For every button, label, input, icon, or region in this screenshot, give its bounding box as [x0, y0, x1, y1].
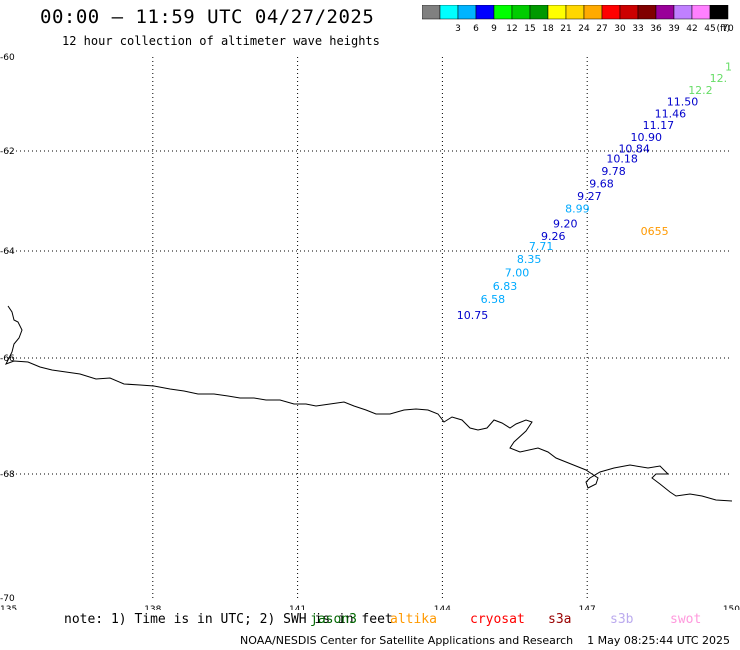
swh-value-label: 8.99 — [565, 203, 590, 216]
colorbar-tick-label: 39 — [668, 24, 680, 34]
satellite-legend-swot: swot — [670, 612, 702, 627]
colorbar-tick-label: 45 — [704, 24, 715, 34]
swh-value-label: 12. — [710, 72, 728, 85]
colorbar-tick-label: 18 — [542, 24, 554, 34]
latitude-tick-labels: -60 -62 -64 -66 -68 -70 — [0, 53, 15, 604]
colorbar-tick-label: 24 — [578, 24, 590, 34]
colorbar-tick-label: 3 — [455, 24, 461, 34]
note-text: note: 1) Time is in UTC; 2) SWH is in fe… — [64, 612, 393, 627]
colorbar-tick-label: 6 — [473, 24, 479, 34]
wave-height-colorbar: 3 6 9 12 15 18 21 24 27 30 33 36 39 42 45 70(ft) — [422, 5, 734, 34]
swh-label-group: 112.12.211.5011.4611.1710.9010.8410.189.… — [457, 60, 732, 322]
longitude-tick-label: 150 — [723, 605, 740, 610]
colorbar-tick-label: 12 — [506, 24, 517, 34]
latitude-tick-label: -70 — [0, 594, 15, 604]
map-subtitle: 12 hour collection of altimeter wave hei… — [62, 34, 380, 48]
swh-value-label: 10.18 — [606, 153, 638, 166]
swh-value-label: 8.35 — [517, 253, 542, 266]
longitude-tick-label: 135 — [0, 605, 17, 610]
colorbar-tick-label: 9 — [491, 24, 497, 34]
swh-value-label: 6.83 — [493, 280, 518, 293]
swh-value-label: 1 — [725, 60, 732, 73]
colorbar-tick-label: 21 — [560, 24, 571, 34]
swh-value-label: 11.17 — [643, 119, 675, 132]
colorbar-unit: (ft) — [716, 24, 730, 34]
colorbar-tick-label: 30 — [614, 24, 626, 34]
latitude-tick-label: -60 — [0, 53, 15, 63]
swh-value-label: 6.58 — [481, 293, 506, 306]
latitude-tick-label: -66 — [0, 354, 15, 364]
longitude-tick-label: 147 — [579, 605, 596, 610]
colorbar-bin — [709, 5, 729, 20]
colorbar-tick-label: 36 — [650, 24, 662, 34]
longitude-tick-label: 138 — [144, 605, 161, 610]
satellite-legend-s3a: s3a — [548, 612, 572, 627]
altimeter-map: 112.12.211.5011.4611.1710.9010.8410.189.… — [0, 53, 740, 610]
satellite-legend-altika: altika — [390, 612, 437, 627]
swh-value-label: 9.68 — [589, 178, 614, 191]
swh-value-label: 12.2 — [688, 84, 713, 97]
swh-value-label: 10.75 — [457, 309, 489, 322]
swh-value-label: 9.26 — [541, 230, 566, 243]
antarctic-coastline — [4, 305, 733, 502]
swh-value-label: 9.78 — [601, 165, 626, 178]
map-title: 00:00 – 11:59 UTC 04/27/2025 — [40, 6, 375, 28]
colorbar-tick-label: 15 — [524, 24, 535, 34]
footer-credit: NOAA/NESDIS Center for Satellite Applica… — [240, 634, 731, 647]
swh-value-label: 10.84 — [618, 143, 650, 156]
longitude-tick-label: 144 — [434, 605, 451, 610]
swh-value-label: 9.27 — [577, 190, 602, 203]
pass-time-label: 0655 — [641, 225, 669, 238]
swh-value-label: 10.90 — [631, 131, 663, 144]
longitude-tick-labels: 135 138 141 144 147 150 — [0, 605, 740, 610]
swh-value-label: 11.50 — [667, 96, 699, 109]
colorbar-tick-label: 27 — [596, 24, 607, 34]
longitude-tick-label: 141 — [289, 605, 306, 610]
satellite-legend-jason3: jason3 — [310, 612, 357, 627]
colorbar-tick-label: 33 — [632, 24, 643, 34]
satellite-legend: jason3 altika cryosat s3a s3b swot — [0, 612, 740, 630]
colorbar-tick-label: 42 — [686, 24, 697, 34]
swh-value-label: 7.71 — [529, 240, 554, 253]
satellite-legend-cryosat: cryosat — [470, 612, 525, 627]
swh-value-label: 9.20 — [553, 218, 578, 231]
swh-value-label: 11.46 — [655, 107, 687, 120]
satellite-legend-s3b: s3b — [610, 612, 634, 627]
latitude-tick-label: -64 — [0, 247, 15, 257]
swh-value-label: 7.00 — [505, 266, 530, 279]
map-gridlines — [8, 57, 732, 598]
latitude-tick-label: -68 — [0, 470, 15, 480]
latitude-tick-label: -62 — [0, 147, 15, 157]
colorbar-tick-label: 70 — [722, 24, 734, 34]
